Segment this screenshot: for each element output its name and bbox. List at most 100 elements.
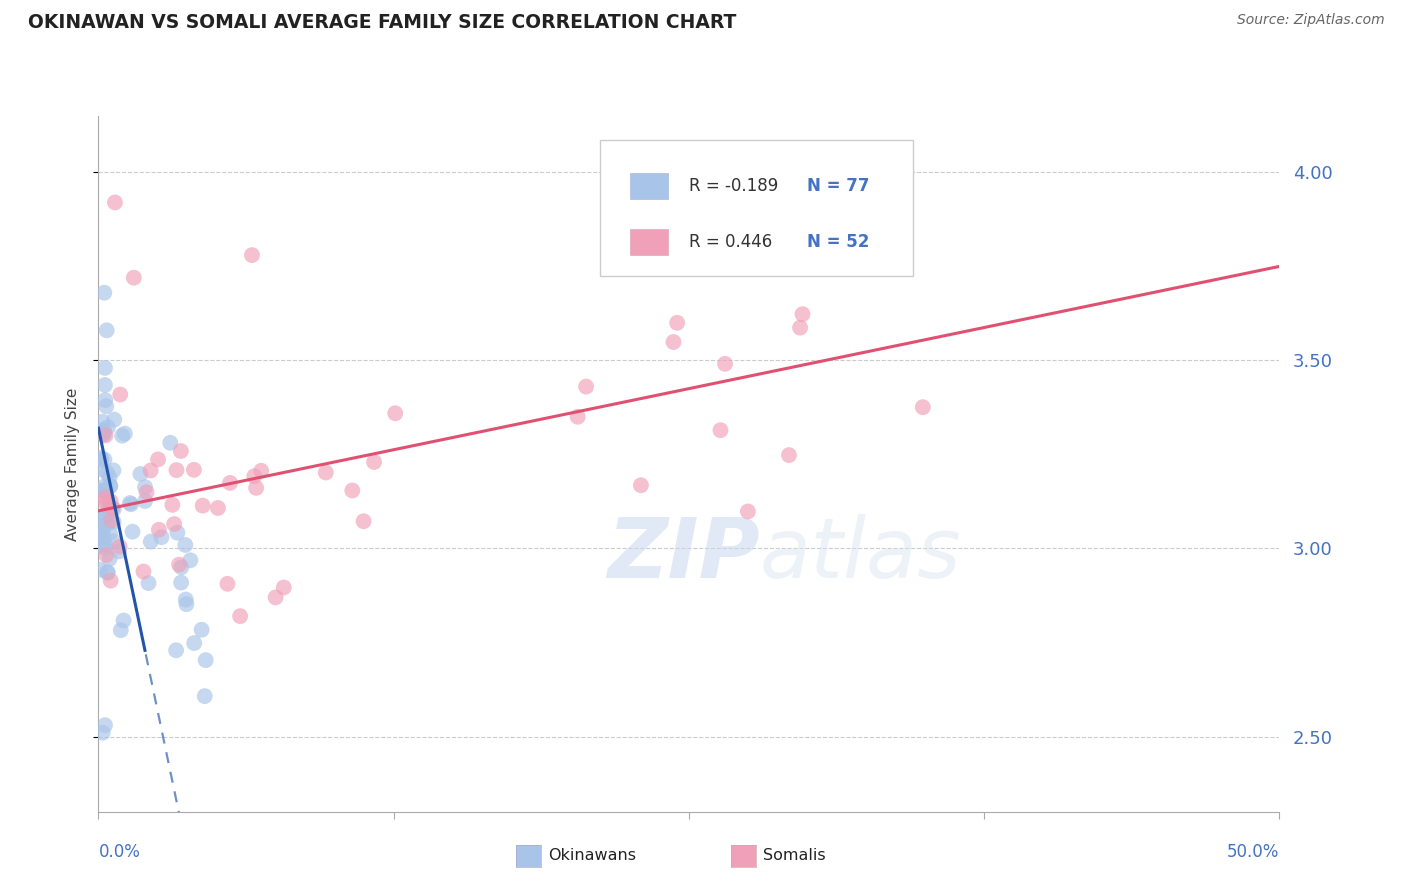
Point xyxy=(96,566,118,580)
Text: N = 77: N = 77 xyxy=(807,178,869,195)
Point xyxy=(94,509,117,524)
Point xyxy=(163,516,186,531)
Point xyxy=(94,360,117,375)
Point xyxy=(90,524,112,538)
Point xyxy=(245,481,267,495)
Point xyxy=(194,689,217,703)
Point xyxy=(97,420,120,434)
Point xyxy=(737,504,759,518)
Point xyxy=(89,529,111,543)
Point xyxy=(98,526,121,541)
Point xyxy=(98,470,121,484)
Point xyxy=(91,427,114,442)
Point xyxy=(90,453,112,467)
Point xyxy=(174,592,197,607)
Point xyxy=(183,463,205,477)
Point xyxy=(132,565,155,579)
Point xyxy=(240,248,263,262)
Point xyxy=(94,541,117,556)
Point xyxy=(112,614,135,628)
FancyBboxPatch shape xyxy=(600,140,914,276)
Point xyxy=(94,718,117,732)
FancyBboxPatch shape xyxy=(630,173,668,200)
Point xyxy=(98,479,121,493)
Point xyxy=(90,462,112,476)
Text: Source: ZipAtlas.com: Source: ZipAtlas.com xyxy=(1237,13,1385,28)
Point xyxy=(93,483,115,498)
Point xyxy=(96,508,118,522)
Point xyxy=(114,426,136,441)
Point xyxy=(384,406,406,420)
Point xyxy=(134,480,156,494)
Point xyxy=(98,500,121,515)
Text: ZIP: ZIP xyxy=(607,514,759,595)
Point xyxy=(91,415,114,429)
Point xyxy=(89,519,111,533)
Point xyxy=(575,379,598,393)
Point xyxy=(139,534,162,549)
Point xyxy=(183,636,205,650)
Y-axis label: Average Family Size: Average Family Size xyxy=(65,387,80,541)
Text: 50.0%: 50.0% xyxy=(1227,843,1279,861)
Point xyxy=(217,576,239,591)
Text: atlas: atlas xyxy=(759,514,962,595)
Point xyxy=(93,285,115,300)
Point xyxy=(96,483,118,498)
Point xyxy=(94,393,117,408)
Point xyxy=(166,525,188,540)
Point xyxy=(159,435,181,450)
Point xyxy=(792,307,814,321)
Point xyxy=(666,316,689,330)
Point xyxy=(100,574,122,588)
Point xyxy=(97,566,120,580)
Point xyxy=(98,551,121,566)
Point xyxy=(96,466,118,480)
Point xyxy=(176,597,198,611)
Text: 0.0%: 0.0% xyxy=(98,843,141,861)
Point xyxy=(191,499,214,513)
Point xyxy=(167,558,190,572)
Point xyxy=(93,424,115,438)
Point xyxy=(89,483,111,498)
Point xyxy=(108,540,131,554)
Point xyxy=(315,466,337,480)
Point xyxy=(789,320,811,334)
Point xyxy=(190,623,212,637)
Point xyxy=(121,524,143,539)
Point xyxy=(90,538,112,552)
Point xyxy=(207,500,229,515)
Point xyxy=(96,323,118,337)
Point xyxy=(150,530,173,544)
Point xyxy=(353,514,375,528)
Point xyxy=(96,516,118,531)
Point xyxy=(146,452,169,467)
Point xyxy=(709,423,731,437)
Point xyxy=(96,498,118,512)
Point xyxy=(108,544,131,558)
Point xyxy=(103,502,125,516)
Point xyxy=(101,501,124,516)
Point xyxy=(96,399,118,413)
Point xyxy=(110,387,132,401)
Point xyxy=(174,538,197,552)
Point xyxy=(273,581,295,595)
Point xyxy=(90,450,112,465)
Point xyxy=(170,444,193,458)
Point xyxy=(134,494,156,508)
Point xyxy=(219,475,242,490)
Point xyxy=(93,530,115,544)
Text: N = 52: N = 52 xyxy=(807,233,869,252)
Point xyxy=(94,494,117,508)
Point xyxy=(662,334,685,349)
Point xyxy=(89,563,111,577)
Point xyxy=(363,455,385,469)
Point xyxy=(101,500,124,515)
Point xyxy=(342,483,364,498)
Text: R = -0.189: R = -0.189 xyxy=(689,178,778,195)
Point xyxy=(170,575,193,590)
Point xyxy=(911,400,934,414)
Point xyxy=(96,510,118,524)
Point xyxy=(162,498,184,512)
Point xyxy=(94,490,117,504)
Point xyxy=(103,534,125,549)
